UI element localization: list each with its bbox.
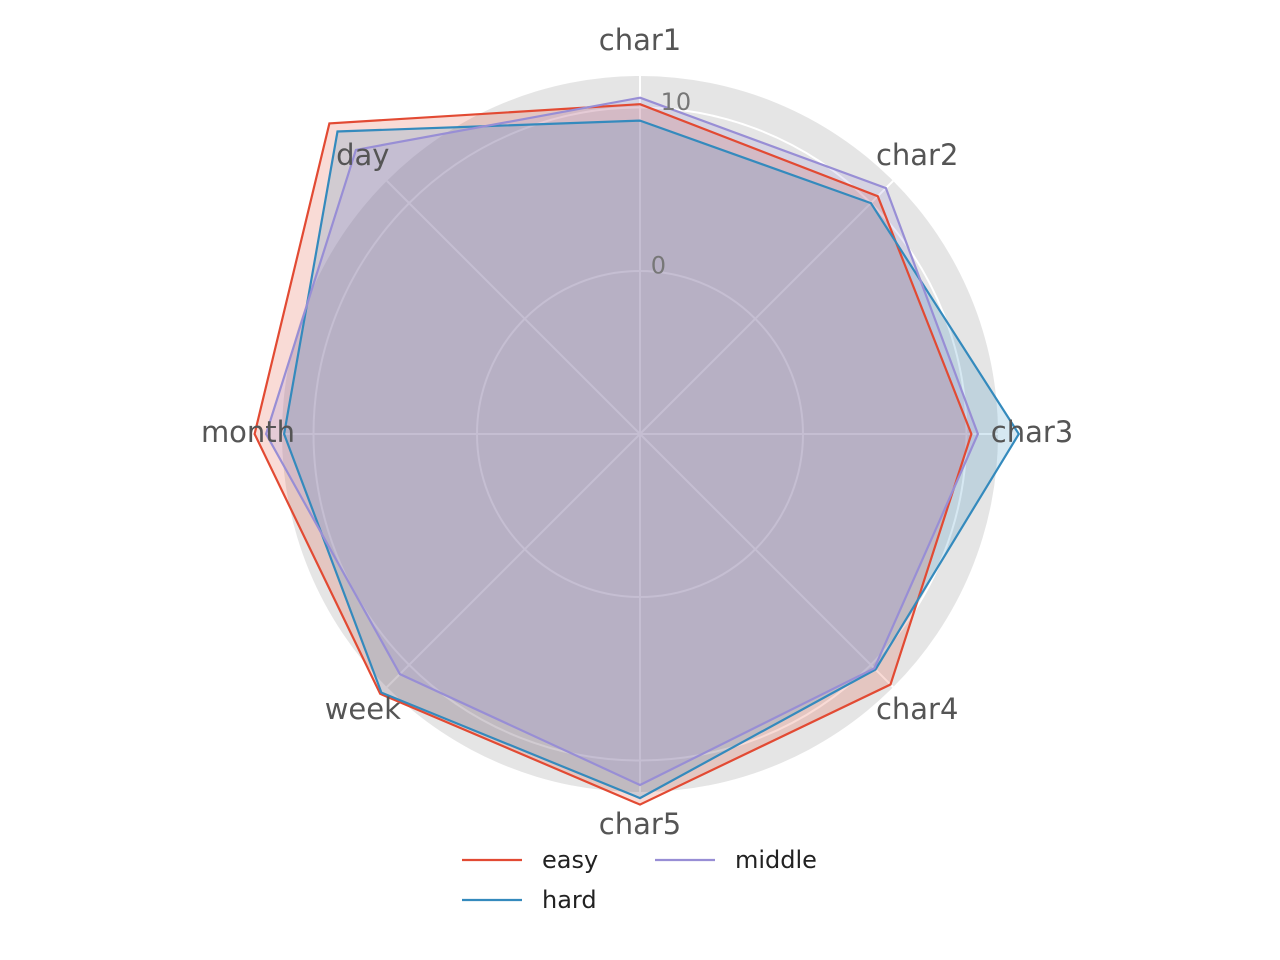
category-label-week: week	[325, 692, 401, 726]
spoke-day	[386, 180, 641, 435]
category-label-char3: char3	[991, 415, 1073, 449]
legend-label-middle: middle	[735, 846, 817, 874]
legend: easy hard middle	[462, 846, 817, 914]
series-fill-middle	[266, 97, 978, 785]
series-fill-easy	[254, 104, 972, 805]
spoke-char4	[639, 433, 894, 688]
series-line-middle	[264, 96, 980, 787]
radial-tick-labels: 01020	[651, 88, 692, 279]
category-label-char5: char5	[599, 807, 681, 841]
radial-tick-label: 10	[661, 88, 692, 116]
polar-grid	[149, 0, 1131, 925]
legend-label-hard: hard	[542, 886, 597, 914]
category-label-char1: char1	[599, 23, 681, 57]
legend-label-easy: easy	[542, 846, 598, 874]
radial-tick-label: 0	[651, 251, 666, 279]
category-label-month: month	[201, 415, 295, 449]
series-fill-hard	[284, 120, 1019, 799]
category-label-char4: char4	[876, 692, 958, 726]
spoke-char2	[639, 180, 894, 435]
series-polygons	[253, 96, 1021, 806]
category-label-char2: char2	[876, 138, 958, 172]
grid-circle-20	[149, 0, 1131, 925]
spoke-week	[386, 433, 641, 688]
category-labels: char1 char2 char3 char4 char5 week month day	[201, 23, 1073, 841]
category-label-day: day	[336, 138, 389, 172]
series-line-easy	[253, 103, 973, 806]
